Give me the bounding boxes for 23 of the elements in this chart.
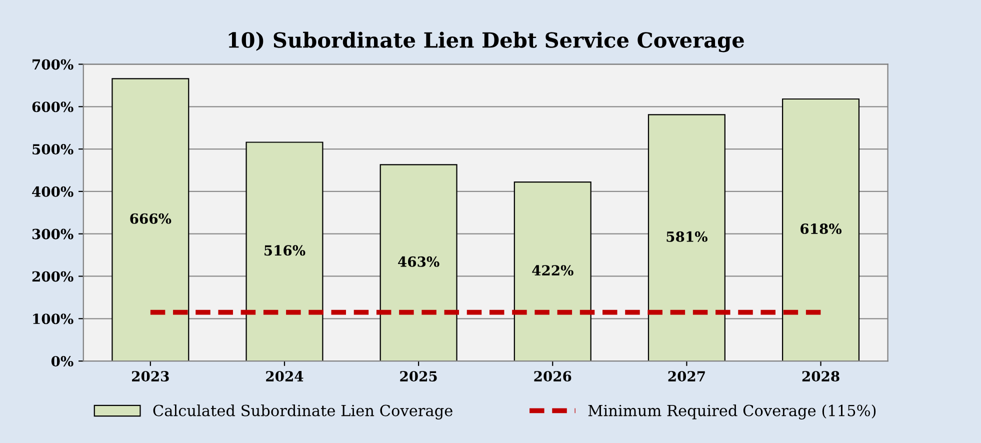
data-label: 618% xyxy=(800,224,842,234)
y-tick-label: 200% xyxy=(32,271,74,282)
x-tick-label: 2024 xyxy=(266,371,304,382)
y-tick-label: 600% xyxy=(32,102,74,112)
chart-title: 10) Subordinate Lien Debt Service Coverage xyxy=(228,32,744,52)
x-tick-label: 2027 xyxy=(668,371,705,382)
data-label: 422% xyxy=(532,265,574,276)
y-tick-label: 300% xyxy=(32,228,74,240)
x-tick-label: 2023 xyxy=(132,371,169,382)
y-tick-label: 100% xyxy=(33,314,74,324)
y-tick-label: 400% xyxy=(32,186,74,197)
data-label: 516% xyxy=(264,245,306,256)
legend-label: Calculated Subordinate Lien Coverage xyxy=(153,404,452,420)
data-label: 666% xyxy=(130,213,172,224)
x-tick-label: 2028 xyxy=(802,371,840,382)
x-tick-label: 2026 xyxy=(534,371,572,382)
x-tick-label: 2025 xyxy=(400,371,437,382)
y-tick-label: 700% xyxy=(32,59,74,70)
y-tick-label: 0% xyxy=(51,356,74,367)
data-label: 581% xyxy=(666,231,708,242)
legend-label: Minimum Required Coverage (115%) xyxy=(588,404,876,420)
y-tick-label: 500% xyxy=(32,144,74,155)
data-label: 463% xyxy=(398,256,440,267)
